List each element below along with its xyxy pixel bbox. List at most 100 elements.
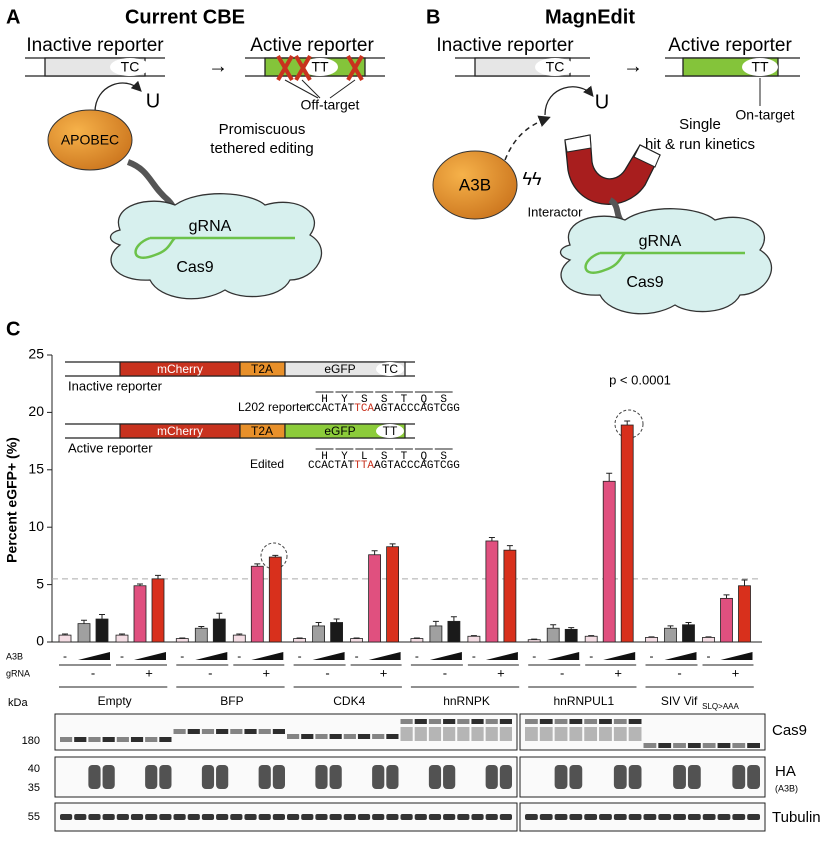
bar bbox=[212, 618, 226, 643]
band bbox=[357, 734, 371, 739]
band bbox=[717, 743, 731, 748]
band bbox=[428, 765, 442, 789]
sign: - bbox=[325, 665, 329, 680]
label: A3B bbox=[459, 175, 491, 194]
sign: - bbox=[443, 665, 447, 680]
bar bbox=[584, 635, 598, 643]
band bbox=[539, 814, 553, 820]
label: gRNA bbox=[189, 218, 232, 235]
label: hit & run kinetics bbox=[645, 136, 755, 153]
band bbox=[372, 765, 385, 789]
band bbox=[343, 734, 356, 739]
band bbox=[88, 814, 101, 820]
label: L202 reporter bbox=[238, 400, 310, 414]
amino-acid: T bbox=[401, 394, 408, 406]
label: TT bbox=[311, 59, 329, 75]
band bbox=[658, 814, 672, 820]
label: T2A bbox=[251, 424, 273, 438]
label: mCherry bbox=[157, 362, 203, 376]
band bbox=[628, 765, 642, 789]
label: Inactive reporter bbox=[68, 378, 163, 393]
band bbox=[272, 729, 285, 734]
label: mCherry bbox=[157, 424, 203, 438]
sign: - bbox=[180, 649, 184, 663]
bar bbox=[429, 625, 443, 643]
band bbox=[187, 814, 200, 820]
band bbox=[554, 719, 568, 724]
category-label: hnRNPK bbox=[443, 694, 490, 708]
bar bbox=[410, 638, 424, 643]
site bbox=[376, 424, 404, 438]
band bbox=[717, 814, 731, 820]
row-label: gRNA bbox=[6, 668, 30, 678]
sign: - bbox=[355, 649, 359, 663]
blot-labels: A3B gRNA kDa 180 40 35 55 Cas9 HA (A3B) … bbox=[6, 651, 821, 826]
band bbox=[60, 814, 73, 820]
band bbox=[485, 814, 498, 820]
band bbox=[258, 765, 271, 789]
band bbox=[485, 719, 498, 724]
grna-strand bbox=[584, 251, 745, 274]
band bbox=[329, 814, 342, 820]
category-label: SIV Vif bbox=[661, 694, 698, 708]
bar bbox=[485, 540, 499, 643]
sign: - bbox=[298, 649, 302, 663]
band bbox=[643, 743, 657, 748]
amino-acid: Y bbox=[341, 394, 348, 406]
band bbox=[471, 719, 484, 724]
band bbox=[687, 814, 701, 820]
band bbox=[244, 729, 257, 734]
band bbox=[173, 814, 186, 820]
off-target-marks bbox=[276, 54, 364, 82]
y-axis-label: Percent eGFP+ (%) bbox=[4, 437, 20, 563]
band bbox=[187, 729, 200, 734]
error-bar bbox=[333, 618, 340, 623]
amino-acid: Q bbox=[421, 394, 428, 406]
band bbox=[414, 814, 427, 820]
sign: - bbox=[415, 649, 419, 663]
band bbox=[554, 765, 568, 789]
sequence: CCACTATTCAAGTACCCAGTCGG bbox=[308, 403, 460, 415]
label: Inactive reporter bbox=[436, 35, 574, 56]
band bbox=[315, 734, 328, 739]
band bbox=[372, 814, 385, 820]
band bbox=[569, 727, 583, 741]
band bbox=[287, 734, 300, 739]
band bbox=[702, 743, 716, 748]
bar bbox=[386, 546, 400, 643]
label: TT bbox=[751, 59, 769, 75]
label: Interactor bbox=[528, 204, 584, 219]
panel-b: B MagnEdit Inactive reporter Active repo… bbox=[426, 6, 800, 315]
band bbox=[628, 727, 642, 741]
band bbox=[102, 814, 115, 820]
label: Off-target bbox=[301, 97, 360, 113]
band bbox=[569, 719, 583, 724]
bar bbox=[564, 628, 578, 643]
band bbox=[130, 737, 144, 742]
band bbox=[584, 719, 598, 724]
bar bbox=[175, 638, 189, 643]
band bbox=[258, 814, 271, 820]
grna-strand bbox=[134, 236, 295, 259]
row-label: (A3B) bbox=[775, 783, 798, 793]
band bbox=[315, 765, 328, 789]
arrow bbox=[504, 115, 551, 161]
label: Promiscuous bbox=[219, 121, 306, 138]
amino-acid: L bbox=[361, 451, 368, 463]
band bbox=[201, 814, 215, 820]
bar bbox=[133, 585, 147, 643]
dose-wedge bbox=[134, 652, 166, 660]
band bbox=[613, 719, 627, 724]
error-bar bbox=[81, 619, 87, 624]
inset-reporters bbox=[65, 361, 415, 439]
annotation: p < 0.0001 bbox=[609, 372, 671, 387]
error-bar bbox=[315, 621, 322, 626]
bar bbox=[645, 637, 658, 643]
band bbox=[414, 727, 427, 741]
amino-acid: Y bbox=[341, 451, 348, 463]
marker: 55 bbox=[28, 811, 40, 823]
band bbox=[569, 765, 583, 789]
label: Edited bbox=[250, 457, 284, 471]
bar bbox=[527, 639, 541, 643]
error-bar bbox=[624, 420, 631, 426]
